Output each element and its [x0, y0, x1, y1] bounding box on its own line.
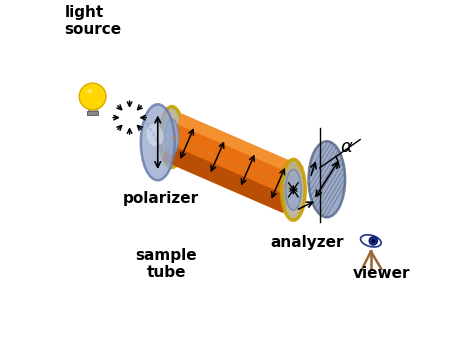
Ellipse shape [309, 141, 345, 217]
Text: sample
tube: sample tube [136, 248, 197, 280]
Polygon shape [162, 114, 303, 213]
Circle shape [369, 237, 377, 245]
Ellipse shape [146, 124, 164, 147]
Circle shape [371, 239, 375, 243]
Ellipse shape [361, 235, 381, 247]
Bar [88, 104, 97, 111]
Text: light
source: light source [64, 5, 121, 37]
Ellipse shape [87, 89, 92, 93]
Text: viewer: viewer [353, 266, 410, 280]
Circle shape [79, 83, 106, 110]
Ellipse shape [165, 119, 179, 155]
Ellipse shape [282, 159, 305, 220]
Ellipse shape [160, 106, 183, 168]
Text: polarizer: polarizer [123, 191, 200, 206]
Text: analyzer: analyzer [271, 235, 344, 250]
Ellipse shape [141, 104, 174, 180]
Bar [87, 111, 98, 115]
Polygon shape [162, 144, 290, 213]
Ellipse shape [285, 170, 301, 210]
Polygon shape [177, 114, 303, 177]
Text: α: α [341, 137, 353, 155]
